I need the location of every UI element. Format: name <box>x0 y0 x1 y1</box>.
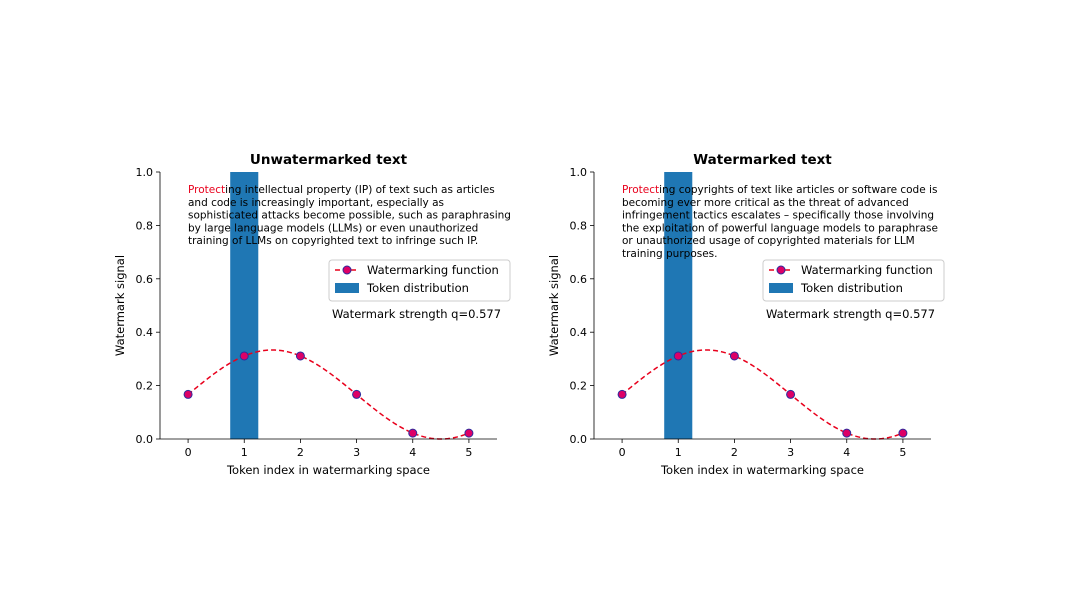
y-tick-label: 0.8 <box>570 219 588 232</box>
paragraph-rest: ing intellectual property (IP) of text s… <box>225 184 495 196</box>
legend-box <box>328 259 511 302</box>
x-tick-label: 1 <box>675 446 682 459</box>
paragraph-line: sophisticated attacks become possible, s… <box>188 210 511 222</box>
watermark-function-point <box>673 351 683 361</box>
watermark-function-line <box>187 349 470 440</box>
x-tick-label: 1 <box>241 446 248 459</box>
paragraph-highlight: Protect <box>622 184 659 196</box>
legend-label-function: Watermarking function <box>367 263 499 277</box>
x-tick-label: 0 <box>619 446 626 459</box>
paragraph-line: infringement tactics escalates – specifi… <box>622 210 934 222</box>
legend-label-function: Watermarking function <box>801 263 933 277</box>
watermark-function-point <box>352 389 362 399</box>
x-tick-label: 5 <box>899 446 906 459</box>
watermark-function-point <box>295 351 305 361</box>
y-tick-label: 1.0 <box>570 166 588 179</box>
paragraph: Protecting copyrights of text like artic… <box>622 184 938 260</box>
legend-label-distribution: Token distribution <box>366 281 469 295</box>
chart-panel-2: Protecting copyrights of text like artic… <box>547 152 945 477</box>
y-tick-label: 0.4 <box>570 326 588 339</box>
paragraph-line: training purposes. <box>622 248 717 260</box>
y-tick-label: 0.2 <box>570 380 588 393</box>
legend-bar-swatch <box>769 283 793 293</box>
legend-marker-swatch <box>776 265 786 275</box>
y-tick-label: 0.8 <box>136 219 154 232</box>
watermark-function-point <box>239 351 249 361</box>
x-tick-label: 4 <box>843 446 850 459</box>
chart-panel-1: Protecting intellectual property (IP) of… <box>113 152 511 477</box>
x-axis-label: Token index in watermarking space <box>660 463 864 477</box>
x-tick-label: 4 <box>409 446 416 459</box>
chart-title: Unwatermarked text <box>250 152 408 168</box>
y-tick-label: 1.0 <box>136 166 154 179</box>
watermark-function-point <box>842 428 852 438</box>
legend: Watermarking function Token distribution <box>762 259 945 302</box>
paragraph-line: and code is increasingly important, espe… <box>188 197 444 209</box>
y-tick-label: 0.6 <box>136 273 154 286</box>
paragraph-line: Protecting intellectual property (IP) of… <box>188 184 495 196</box>
paragraph-line: becoming ever more critical as the threa… <box>622 197 909 209</box>
watermark-function-point <box>729 351 739 361</box>
x-axis-label: Token index in watermarking space <box>226 463 430 477</box>
x-tick-label: 3 <box>353 446 360 459</box>
chart-title: Watermarked text <box>693 152 832 168</box>
legend: Watermarking function Token distribution <box>328 259 511 302</box>
paragraph-line: or unauthorized usage of copyrighted mat… <box>622 235 915 247</box>
y-tick-label: 0.4 <box>136 326 154 339</box>
y-tick-label: 0.6 <box>570 273 588 286</box>
legend-box <box>762 259 945 302</box>
paragraph-line: training of LLMs on copyrighted text to … <box>188 235 478 247</box>
y-axis-label: Watermark signal <box>547 255 561 356</box>
paragraph-highlight: Protect <box>188 184 225 196</box>
token-distribution-bar <box>664 172 693 439</box>
x-tick-label: 5 <box>465 446 472 459</box>
paragraph-line: by large language models (LLMs) or even … <box>188 222 478 234</box>
watermark-function-point <box>464 428 474 438</box>
x-tick-label: 2 <box>297 446 304 459</box>
x-tick-label: 2 <box>731 446 738 459</box>
watermark-function-point <box>183 389 193 399</box>
x-tick-label: 0 <box>185 446 192 459</box>
y-tick-label: 0.0 <box>570 433 588 446</box>
y-axis-label: Watermark signal <box>113 255 127 356</box>
x-tick-label: 3 <box>787 446 794 459</box>
legend-label-distribution: Token distribution <box>800 281 903 295</box>
paragraph: Protecting intellectual property (IP) of… <box>188 184 511 247</box>
watermark-function-point <box>408 428 418 438</box>
y-tick-label: 0.0 <box>136 433 154 446</box>
watermark-function-point <box>898 428 908 438</box>
paragraph-rest: ing copyrights of text like articles or … <box>659 184 937 196</box>
paragraph-line: Protecting copyrights of text like artic… <box>622 184 937 196</box>
watermark-function-point <box>617 389 627 399</box>
paragraph-line: the exploitation of powerful language mo… <box>622 222 938 234</box>
token-distribution-bar <box>230 172 259 439</box>
watermark-strength-text: Watermark strength q=0.577 <box>766 307 935 321</box>
legend-bar-swatch <box>335 283 359 293</box>
watermark-strength-text: Watermark strength q=0.577 <box>332 307 501 321</box>
watermark-function-line <box>621 349 904 440</box>
legend-marker-swatch <box>342 265 352 275</box>
watermark-function-point <box>786 389 796 399</box>
y-tick-label: 0.2 <box>136 380 154 393</box>
